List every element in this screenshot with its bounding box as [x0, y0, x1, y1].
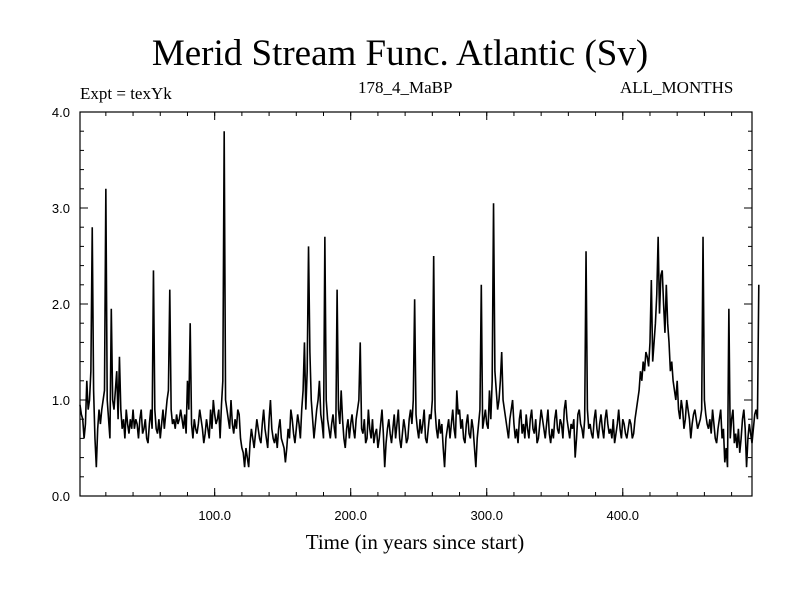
experiment-label: Expt = texYk: [80, 84, 172, 103]
x-tick-label: 300.0: [470, 508, 503, 523]
y-tick-label: 0.0: [52, 489, 70, 504]
y-tick-label: 3.0: [52, 201, 70, 216]
y-tick-label: 4.0: [52, 105, 70, 120]
x-axis-label: Time (in years since start): [305, 530, 525, 554]
months-label: ALL_MONTHS: [620, 78, 734, 97]
y-tick-label: 2.0: [52, 297, 70, 312]
chart-title: Merid Stream Func. Atlantic (Sv): [151, 33, 649, 74]
x-tick-label: 100.0: [198, 508, 231, 523]
x-tick-label: 200.0: [334, 508, 367, 523]
run-label: 178_4_MaBP: [358, 78, 453, 97]
x-tick-label: 400.0: [606, 508, 639, 523]
series-line: [79, 131, 760, 468]
y-tick-label: 1.0: [52, 393, 70, 408]
